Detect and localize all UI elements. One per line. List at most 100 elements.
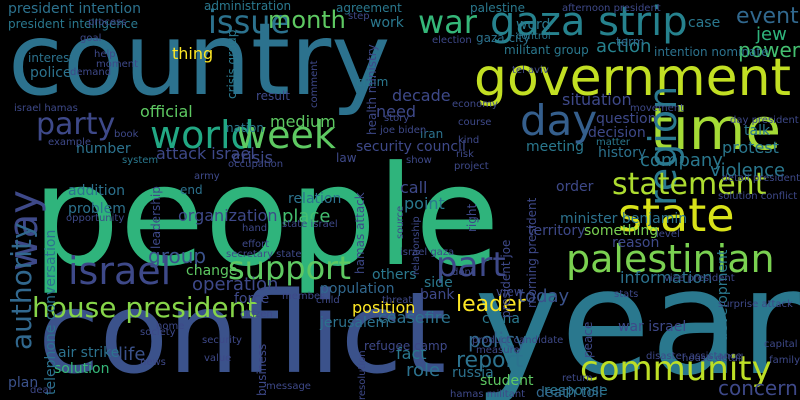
cloud-word: security: [202, 335, 242, 346]
cloud-word: refugee camp: [364, 339, 448, 353]
cloud-word: protest: [722, 138, 779, 157]
cloud-word: part: [436, 245, 506, 285]
cloud-word: election: [432, 35, 472, 46]
cloud-word: hand: [242, 223, 268, 234]
cloud-word: secretary state: [226, 249, 302, 260]
cloud-word: addition: [68, 183, 126, 199]
cloud-word: meeting: [526, 139, 585, 155]
cloud-word: role: [406, 360, 441, 381]
cloud-word: death toll: [536, 385, 603, 400]
cloud-word: deal: [30, 385, 52, 396]
cloud-word: population: [320, 281, 395, 297]
cloud-word: health ministry: [365, 44, 379, 135]
cloud-word: relation: [288, 191, 342, 207]
cloud-word: iran: [420, 127, 444, 141]
cloud-word: violence: [710, 160, 786, 181]
cloud-word: world: [150, 113, 255, 157]
cloud-word: help: [94, 49, 116, 60]
cloud-word: comment: [309, 60, 320, 108]
cloud-word: product candidate: [472, 335, 564, 346]
cloud-word: state: [618, 188, 735, 242]
cloud-word: action: [596, 36, 652, 57]
cloud-word: threat: [382, 295, 413, 306]
cloud-word: history: [598, 145, 647, 161]
cloud-word: china: [482, 311, 520, 327]
cloud-word: student: [480, 373, 534, 389]
cloud-word: others: [372, 267, 417, 283]
cloud-word: dont: [452, 267, 475, 278]
cloud-word: issue: [208, 3, 291, 41]
cloud-word: president intelligence: [8, 17, 138, 31]
cloud-word: organization: [178, 206, 278, 225]
cloud-word: example: [48, 137, 92, 148]
cloud-word: control: [516, 31, 551, 42]
cloud-word: case: [688, 15, 721, 31]
cloud-word: claim: [356, 75, 389, 89]
cloud-word: day president: [730, 115, 799, 126]
cloud-word: matter: [596, 137, 630, 148]
cloud-word: support: [228, 249, 351, 287]
cloud-word: thing: [172, 44, 214, 63]
cloud-word: movement: [630, 103, 685, 114]
cloud-word: surprise attack: [718, 299, 793, 310]
cloud-word: time: [650, 95, 782, 163]
cloud-word: relationship: [411, 216, 422, 275]
cloud-word: state israel: [282, 219, 338, 230]
cloud-word: force: [234, 291, 270, 307]
cloud-word: official: [140, 102, 193, 121]
cloud-word: moment: [96, 59, 139, 70]
cloud-word: month: [268, 6, 346, 34]
cloud-word: system: [122, 155, 159, 166]
cloud-word: society: [140, 327, 176, 338]
cloud-word: occupation: [228, 159, 284, 170]
cloud-word: need: [376, 102, 416, 121]
cloud-word: source: [395, 205, 406, 239]
cloud-word: change: [186, 263, 238, 279]
cloud-word: term: [616, 35, 645, 49]
cloud-word: point: [404, 194, 445, 213]
cloud-word: reason: [612, 235, 660, 251]
cloud-word: territory: [528, 223, 586, 239]
cloud-word: israel: [68, 249, 172, 293]
cloud-word: statement: [612, 167, 767, 202]
cloud-word: administration: [204, 0, 292, 13]
cloud-word: plan: [8, 375, 39, 391]
cloud-word: risk: [456, 149, 474, 160]
cloud-word: course: [458, 117, 492, 128]
cloud-word: air strike: [58, 345, 120, 361]
cloud-word: tel aviv: [512, 65, 549, 76]
cloud-word: israel gaza: [400, 247, 455, 258]
cloud-word: community: [580, 349, 772, 389]
cloud-word: news: [140, 357, 166, 368]
cloud-word: response: [544, 383, 608, 399]
cloud-word: russia: [452, 365, 494, 381]
cloud-word: police: [30, 65, 72, 81]
cloud-word: law: [336, 151, 357, 165]
cloud-word: process: [88, 17, 127, 28]
cloud-word: palestinian: [566, 237, 775, 281]
cloud-word: country: [8, 1, 391, 118]
cloud-word: number: [76, 141, 131, 157]
cloud-word: development: [715, 249, 731, 342]
cloud-word: gaza city: [476, 31, 531, 45]
cloud-word: president intention: [8, 1, 141, 17]
cloud-word: effort: [242, 239, 270, 250]
cloud-word: palestine: [470, 1, 525, 15]
cloud-word: gaza strip: [490, 0, 688, 45]
cloud-word: leadership: [149, 186, 163, 249]
cloud-word: intention nominate: [654, 45, 769, 59]
cloud-word: problem: [68, 201, 126, 217]
cloud-word: operation: [192, 274, 279, 295]
cloud-word: information: [620, 268, 713, 287]
cloud-word: message: [266, 381, 311, 392]
cloud-word: leader: [456, 292, 526, 317]
cloud-word: hamas attack: [353, 192, 367, 274]
cloud-word: war israel: [618, 319, 687, 335]
cloud-word: event: [736, 4, 799, 29]
cloud-word: child: [316, 295, 340, 306]
cloud-word: work: [370, 15, 404, 31]
cloud-word: nation: [226, 121, 264, 135]
cloud-word: disaster assistance: [646, 351, 742, 362]
cloud-word: army: [194, 171, 220, 182]
cloud-word: detail president: [721, 173, 800, 184]
